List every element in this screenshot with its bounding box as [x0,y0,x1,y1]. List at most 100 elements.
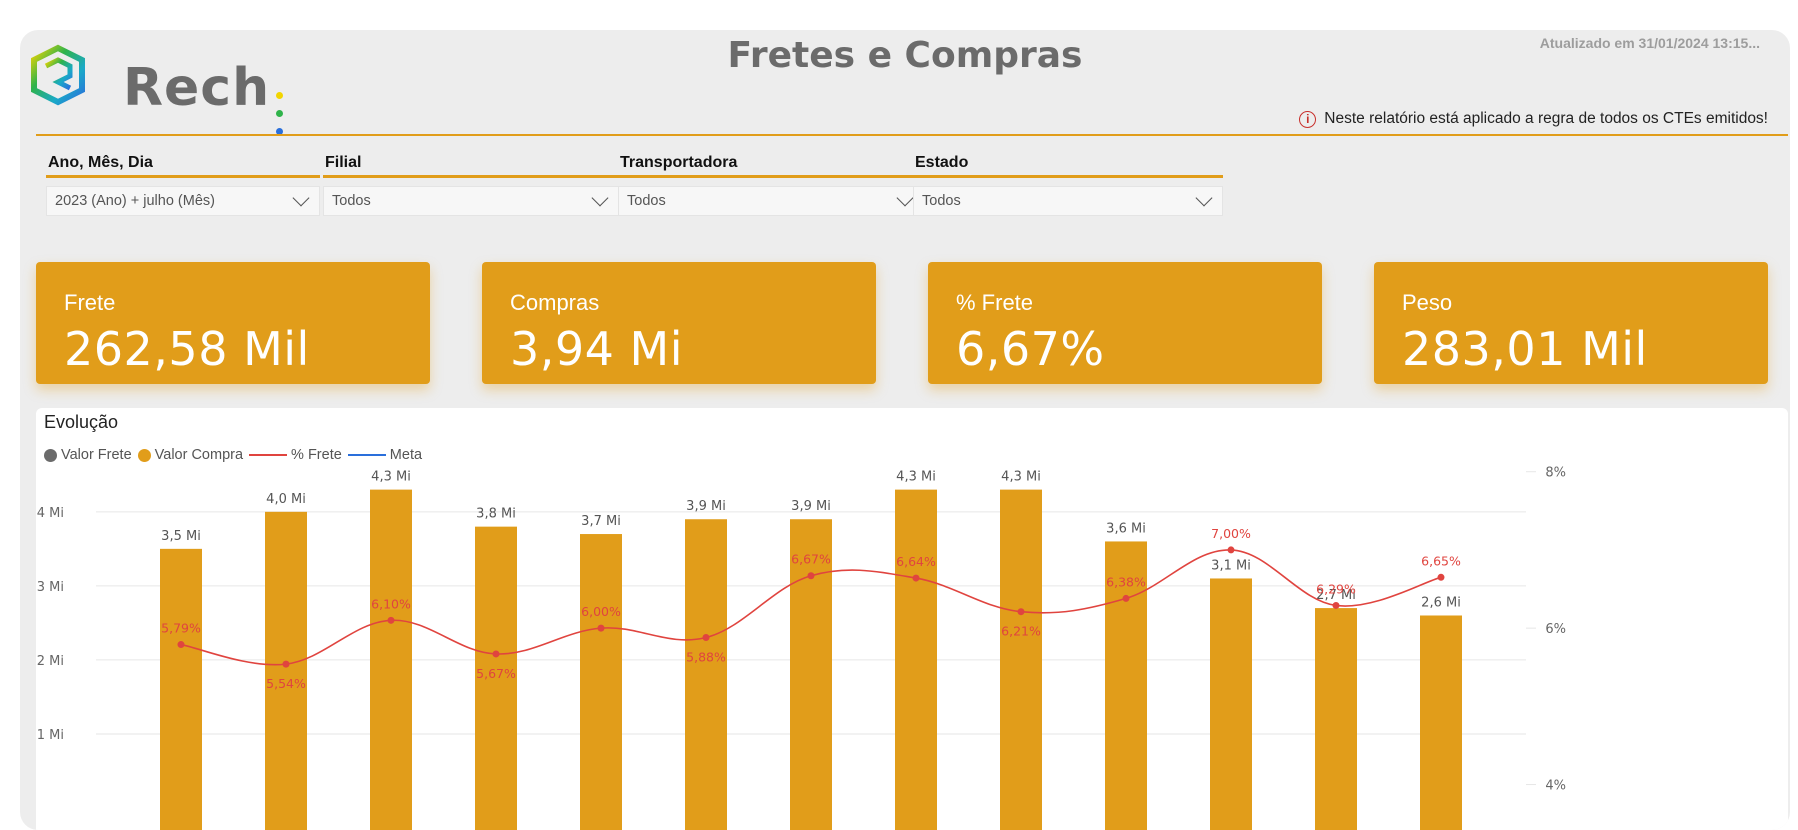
bar-valor-compra [895,489,937,830]
legend-label: Meta [389,447,423,463]
circle-icon [44,448,57,462]
line-icon [249,454,288,456]
brand-dot [276,110,283,117]
filter-label: Filial [323,154,619,178]
filter-label: Estado [913,154,1223,178]
pct-frete-point [492,650,500,658]
pct-frete-label: 5,67% [476,666,516,681]
pct-frete-point [387,616,395,624]
transportadora-dropdown[interactable]: Todos [618,186,924,216]
brand-dot [276,92,283,99]
bar-valor-compra [1105,541,1147,830]
chevron-down-icon [292,189,310,207]
bar-valor-compra [580,534,622,830]
kpi-value: 3,94 Mi [510,322,684,376]
filter-date: Ano, Mês, Dia 2023 (Ano) + julho (Mês) [46,154,320,216]
report-canvas: Rech Fretes e Compras Atualizado em 31/0… [20,30,1790,830]
kpi-card-peso: Peso 283,01 Mil [1374,262,1768,384]
bar-data-label: 4,3 Mi [896,470,936,485]
pct-frete-point [282,660,290,668]
filter-transportadora: Transportadora Todos [618,154,924,216]
evolution-chart: 1 Mi 2 Mi 3 Mi 4 Mi 4% 6% 8% 3,5 Mi 4,0 Mi 4,3 Mi… [37,466,1566,830]
y-left-tick-label: 3 Mi [37,580,64,595]
brand-dot [276,128,283,135]
date-dropdown[interactable]: 2023 (Ano) + julho (Mês) [46,186,320,216]
legend-label: Valor Frete [61,447,132,463]
filter-estado: Estado Todos [913,154,1223,216]
bar-valor-compra [1210,578,1252,830]
pct-frete-label: 6,38% [1106,574,1146,589]
circle-icon [137,448,151,462]
bar-valor-compra [790,519,832,830]
bar-data-label: 3,9 Mi [686,499,726,514]
bar-valor-compra [1315,608,1357,830]
filter-label: Ano, Mês, Dia [46,154,320,178]
bar-valor-compra [370,489,412,830]
pct-frete-point [1227,546,1235,554]
filter-filial: Filial Todos [323,154,619,216]
pct-frete-label: 6,29% [1316,581,1356,596]
pct-frete-label: 5,79% [161,621,201,636]
pct-frete-point [807,572,815,580]
bar-data-label: 3,7 Mi [581,514,621,529]
kpi-value: 6,67% [956,322,1105,376]
bar-data-label: 4,3 Mi [371,470,411,485]
bar-valor-compra [685,519,727,830]
brand-name: Rech [123,58,271,118]
bar-data-label: 2,6 Mi [1421,595,1461,610]
last-updated: Atualizado em 31/01/2024 13:15... [1539,35,1760,51]
pct-frete-label: 6,10% [371,596,411,611]
kpi-value: 283,01 Mil [1402,322,1648,376]
y-right-tick-label: 6% [1545,622,1566,637]
info-icon: i [1299,110,1317,128]
kpi-label: % Frete [956,290,1034,315]
pct-frete-label: 6,64% [896,554,936,569]
kpi-card-pct-frete: % Frete 6,67% [928,262,1322,384]
bar-valor-compra [475,526,517,830]
dropdown-value: Todos [332,193,371,209]
chart-legend: Valor Frete Valor Compra % Frete Meta [44,447,428,463]
pct-frete-point [1332,601,1340,609]
pct-frete-point [597,624,605,632]
kpi-card-compras: Compras 3,94 Mi [482,262,876,384]
rech-logo: Rech [28,44,288,135]
y-left-tick-label: 1 Mi [37,728,64,743]
pct-frete-point [177,641,185,649]
bar-valor-compra [1000,489,1042,830]
pct-frete-label: 6,21% [1001,624,1041,639]
bar-valor-compra [1420,615,1462,830]
legend-item-valor-frete[interactable]: Valor Frete [44,447,132,463]
pct-frete-point [1437,573,1445,581]
line-icon [347,454,386,456]
bar-valor-compra [265,511,307,830]
bar-data-label: 4,3 Mi [1001,470,1041,485]
bar-data-label: 3,9 Mi [791,499,831,514]
filter-label: Transportadora [618,154,924,178]
pct-frete-point [1122,594,1130,602]
y-right-tick-label: 8% [1545,466,1566,481]
brand-dots [276,86,288,140]
bar-data-label: 2,7 Mi [1316,588,1356,603]
kpi-value: 262,58 Mil [64,322,310,376]
estado-dropdown[interactable]: Todos [913,186,1223,216]
dropdown-value: 2023 (Ano) + julho (Mês) [55,193,215,209]
pct-frete-label: 7,00% [1211,526,1251,541]
bar-data-label: 3,1 Mi [1211,558,1251,573]
filial-dropdown[interactable]: Todos [323,186,619,216]
chevron-down-icon [1195,189,1213,207]
dropdown-value: Todos [922,193,961,209]
dropdown-value: Todos [627,193,666,209]
chevron-down-icon [896,189,914,207]
bar-data-label: 3,8 Mi [476,507,516,522]
y-left-tick-label: 2 Mi [37,654,64,669]
kpi-label: Frete [64,290,116,315]
legend-item-meta[interactable]: Meta [347,447,423,463]
y-right-tick-label: 4% [1545,779,1566,794]
legend-item-pct-frete[interactable]: % Frete [249,447,342,463]
legend-label: % Frete [291,447,342,463]
bar-data-label: 4,0 Mi [266,492,306,507]
kpi-label: Peso [1402,290,1453,315]
pct-frete-point [702,634,710,642]
legend-item-valor-compra[interactable]: Valor Compra [137,447,243,463]
kpi-label: Compras [510,290,600,315]
